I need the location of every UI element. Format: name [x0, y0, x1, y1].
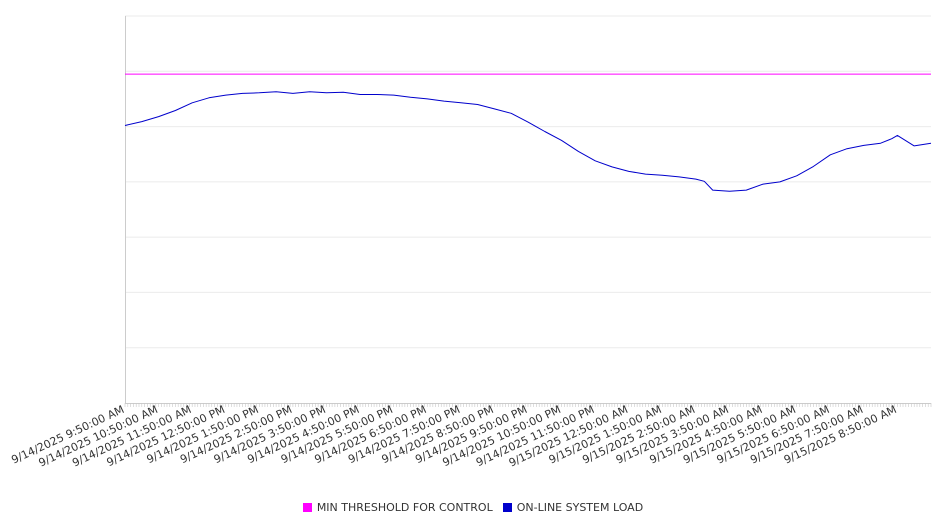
legend-label-system-load: ON-LINE SYSTEM LOAD [516, 500, 644, 514]
series-lines [124, 73, 932, 192]
legend-item-system-load[interactable]: ON-LINE SYSTEM LOAD [502, 500, 644, 514]
series-line-system-load [124, 91, 932, 192]
legend-label-threshold: MIN THRESHOLD FOR CONTROL [316, 500, 493, 514]
legend-swatch-threshold [302, 502, 312, 512]
legend-swatch-system-load [502, 502, 512, 512]
legend-item-threshold[interactable]: MIN THRESHOLD FOR CONTROL [302, 500, 493, 514]
x-tick-labels: 9/14/2025 9:50:00 AM9/14/2025 10:50:00 A… [9, 403, 898, 470]
legend: MIN THRESHOLD FOR CONTROL ON-LINE SYSTEM… [0, 498, 946, 516]
x-ticks [124, 403, 932, 407]
gridlines [125, 15, 931, 349]
